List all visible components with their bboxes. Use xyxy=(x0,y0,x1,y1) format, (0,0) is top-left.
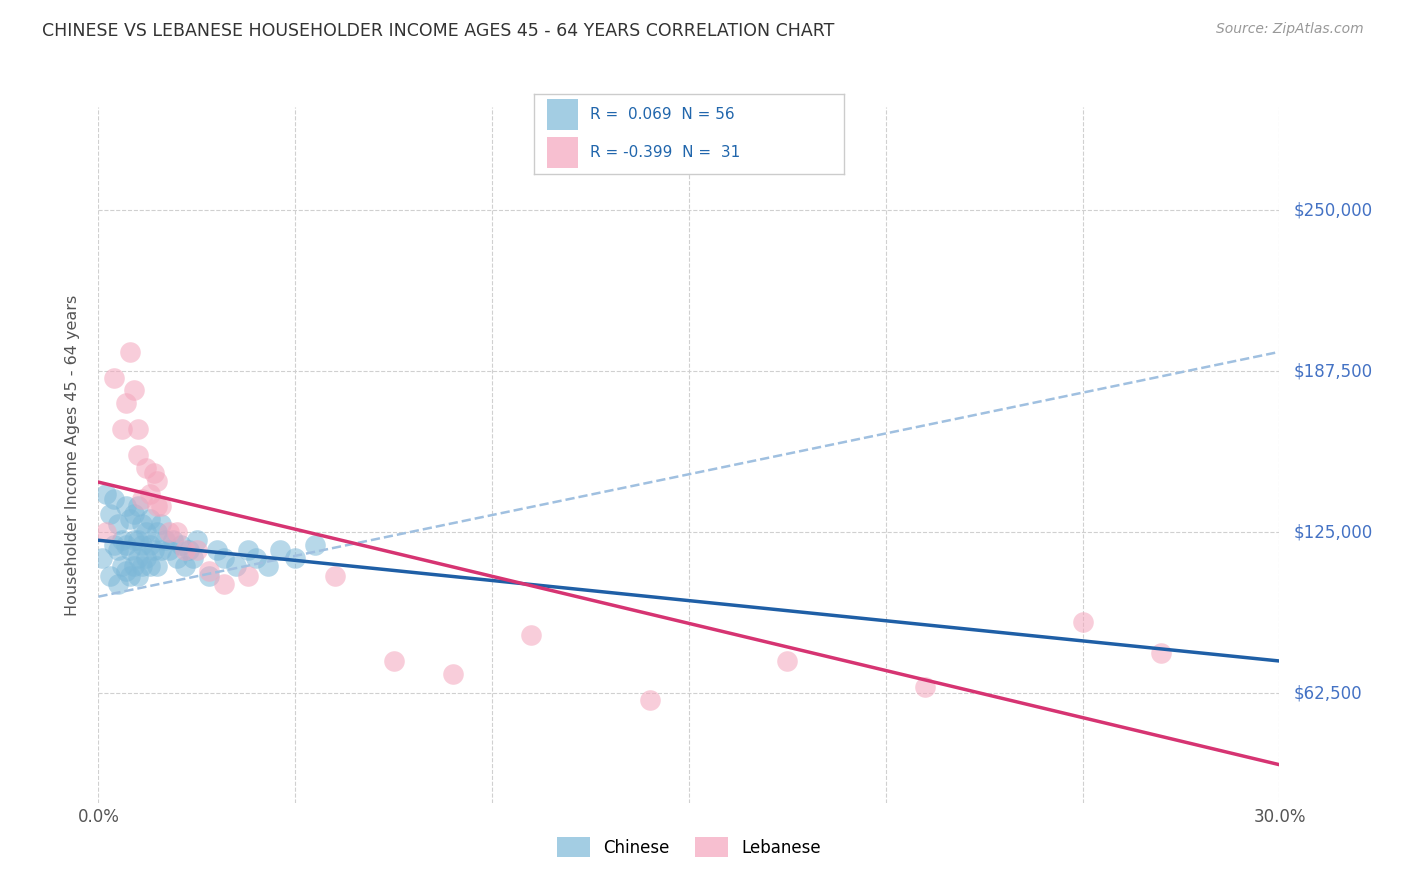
Text: CHINESE VS LEBANESE HOUSEHOLDER INCOME AGES 45 - 64 YEARS CORRELATION CHART: CHINESE VS LEBANESE HOUSEHOLDER INCOME A… xyxy=(42,22,835,40)
Text: R =  0.069  N = 56: R = 0.069 N = 56 xyxy=(591,107,734,122)
Point xyxy=(166,525,188,540)
Point xyxy=(236,569,259,583)
Point xyxy=(118,344,141,359)
Point xyxy=(138,538,160,552)
Point xyxy=(186,533,208,547)
Point xyxy=(269,543,291,558)
Point xyxy=(111,422,134,436)
Point xyxy=(150,543,173,558)
Point xyxy=(127,448,149,462)
Point xyxy=(142,543,165,558)
Point xyxy=(225,558,247,573)
Point xyxy=(138,486,160,500)
Legend: Chinese, Lebanese: Chinese, Lebanese xyxy=(550,830,828,864)
Point xyxy=(135,525,157,540)
Point xyxy=(1150,646,1173,660)
Point xyxy=(245,551,267,566)
Point xyxy=(98,507,121,521)
Point xyxy=(382,654,405,668)
FancyBboxPatch shape xyxy=(547,99,578,129)
Point xyxy=(284,551,307,566)
Text: R = -0.399  N =  31: R = -0.399 N = 31 xyxy=(591,145,740,160)
Point xyxy=(96,486,118,500)
Point xyxy=(174,543,197,558)
Point xyxy=(520,628,543,642)
Point xyxy=(118,543,141,558)
Point xyxy=(118,512,141,526)
Point xyxy=(135,460,157,475)
Point xyxy=(115,538,138,552)
Point xyxy=(162,533,184,547)
Point xyxy=(131,538,153,552)
Point xyxy=(181,551,204,566)
Point xyxy=(111,558,134,573)
Text: $187,500: $187,500 xyxy=(1294,362,1372,380)
Point xyxy=(115,396,138,410)
Point xyxy=(127,533,149,547)
Point xyxy=(103,370,125,384)
Point xyxy=(127,500,149,514)
Point xyxy=(150,500,173,514)
Point xyxy=(103,491,125,506)
Point xyxy=(118,569,141,583)
Point xyxy=(135,551,157,566)
Point xyxy=(638,692,661,706)
Point xyxy=(170,538,193,552)
Point xyxy=(146,525,169,540)
Point xyxy=(115,500,138,514)
Point xyxy=(236,543,259,558)
Point xyxy=(186,543,208,558)
Point xyxy=(127,551,149,566)
Point xyxy=(107,517,129,532)
Point xyxy=(197,564,219,578)
Point xyxy=(122,533,145,547)
Point xyxy=(256,558,278,573)
Point xyxy=(174,558,197,573)
Point xyxy=(323,569,346,583)
Point xyxy=(96,525,118,540)
Point xyxy=(155,533,177,547)
Point xyxy=(146,474,169,488)
Point xyxy=(441,667,464,681)
Point xyxy=(304,538,326,552)
Point xyxy=(122,384,145,398)
Point xyxy=(91,551,114,566)
FancyBboxPatch shape xyxy=(547,137,578,168)
Text: $62,500: $62,500 xyxy=(1294,684,1362,702)
Y-axis label: Householder Income Ages 45 - 64 years: Householder Income Ages 45 - 64 years xyxy=(65,294,80,615)
Point xyxy=(214,576,236,591)
Point xyxy=(127,422,149,436)
Point xyxy=(107,543,129,558)
Point xyxy=(107,576,129,591)
Point xyxy=(177,543,200,558)
Point xyxy=(103,538,125,552)
Point xyxy=(131,491,153,506)
Point xyxy=(205,543,228,558)
Point xyxy=(127,569,149,583)
Point xyxy=(98,569,121,583)
Point xyxy=(776,654,799,668)
Point xyxy=(166,551,188,566)
Point xyxy=(914,680,936,694)
Text: Source: ZipAtlas.com: Source: ZipAtlas.com xyxy=(1216,22,1364,37)
Point xyxy=(122,558,145,573)
Point xyxy=(111,533,134,547)
Point xyxy=(131,517,153,532)
Point xyxy=(157,525,180,540)
Point xyxy=(131,558,153,573)
Point xyxy=(150,517,173,532)
Point xyxy=(138,558,160,573)
Point xyxy=(197,569,219,583)
Point xyxy=(1071,615,1094,630)
Point xyxy=(214,551,236,566)
Point xyxy=(138,512,160,526)
Point xyxy=(157,543,180,558)
Text: $250,000: $250,000 xyxy=(1294,201,1372,219)
Point xyxy=(122,507,145,521)
Point xyxy=(142,466,165,480)
Point xyxy=(146,500,169,514)
Point xyxy=(115,564,138,578)
Point xyxy=(146,558,169,573)
Text: $125,000: $125,000 xyxy=(1294,524,1372,541)
